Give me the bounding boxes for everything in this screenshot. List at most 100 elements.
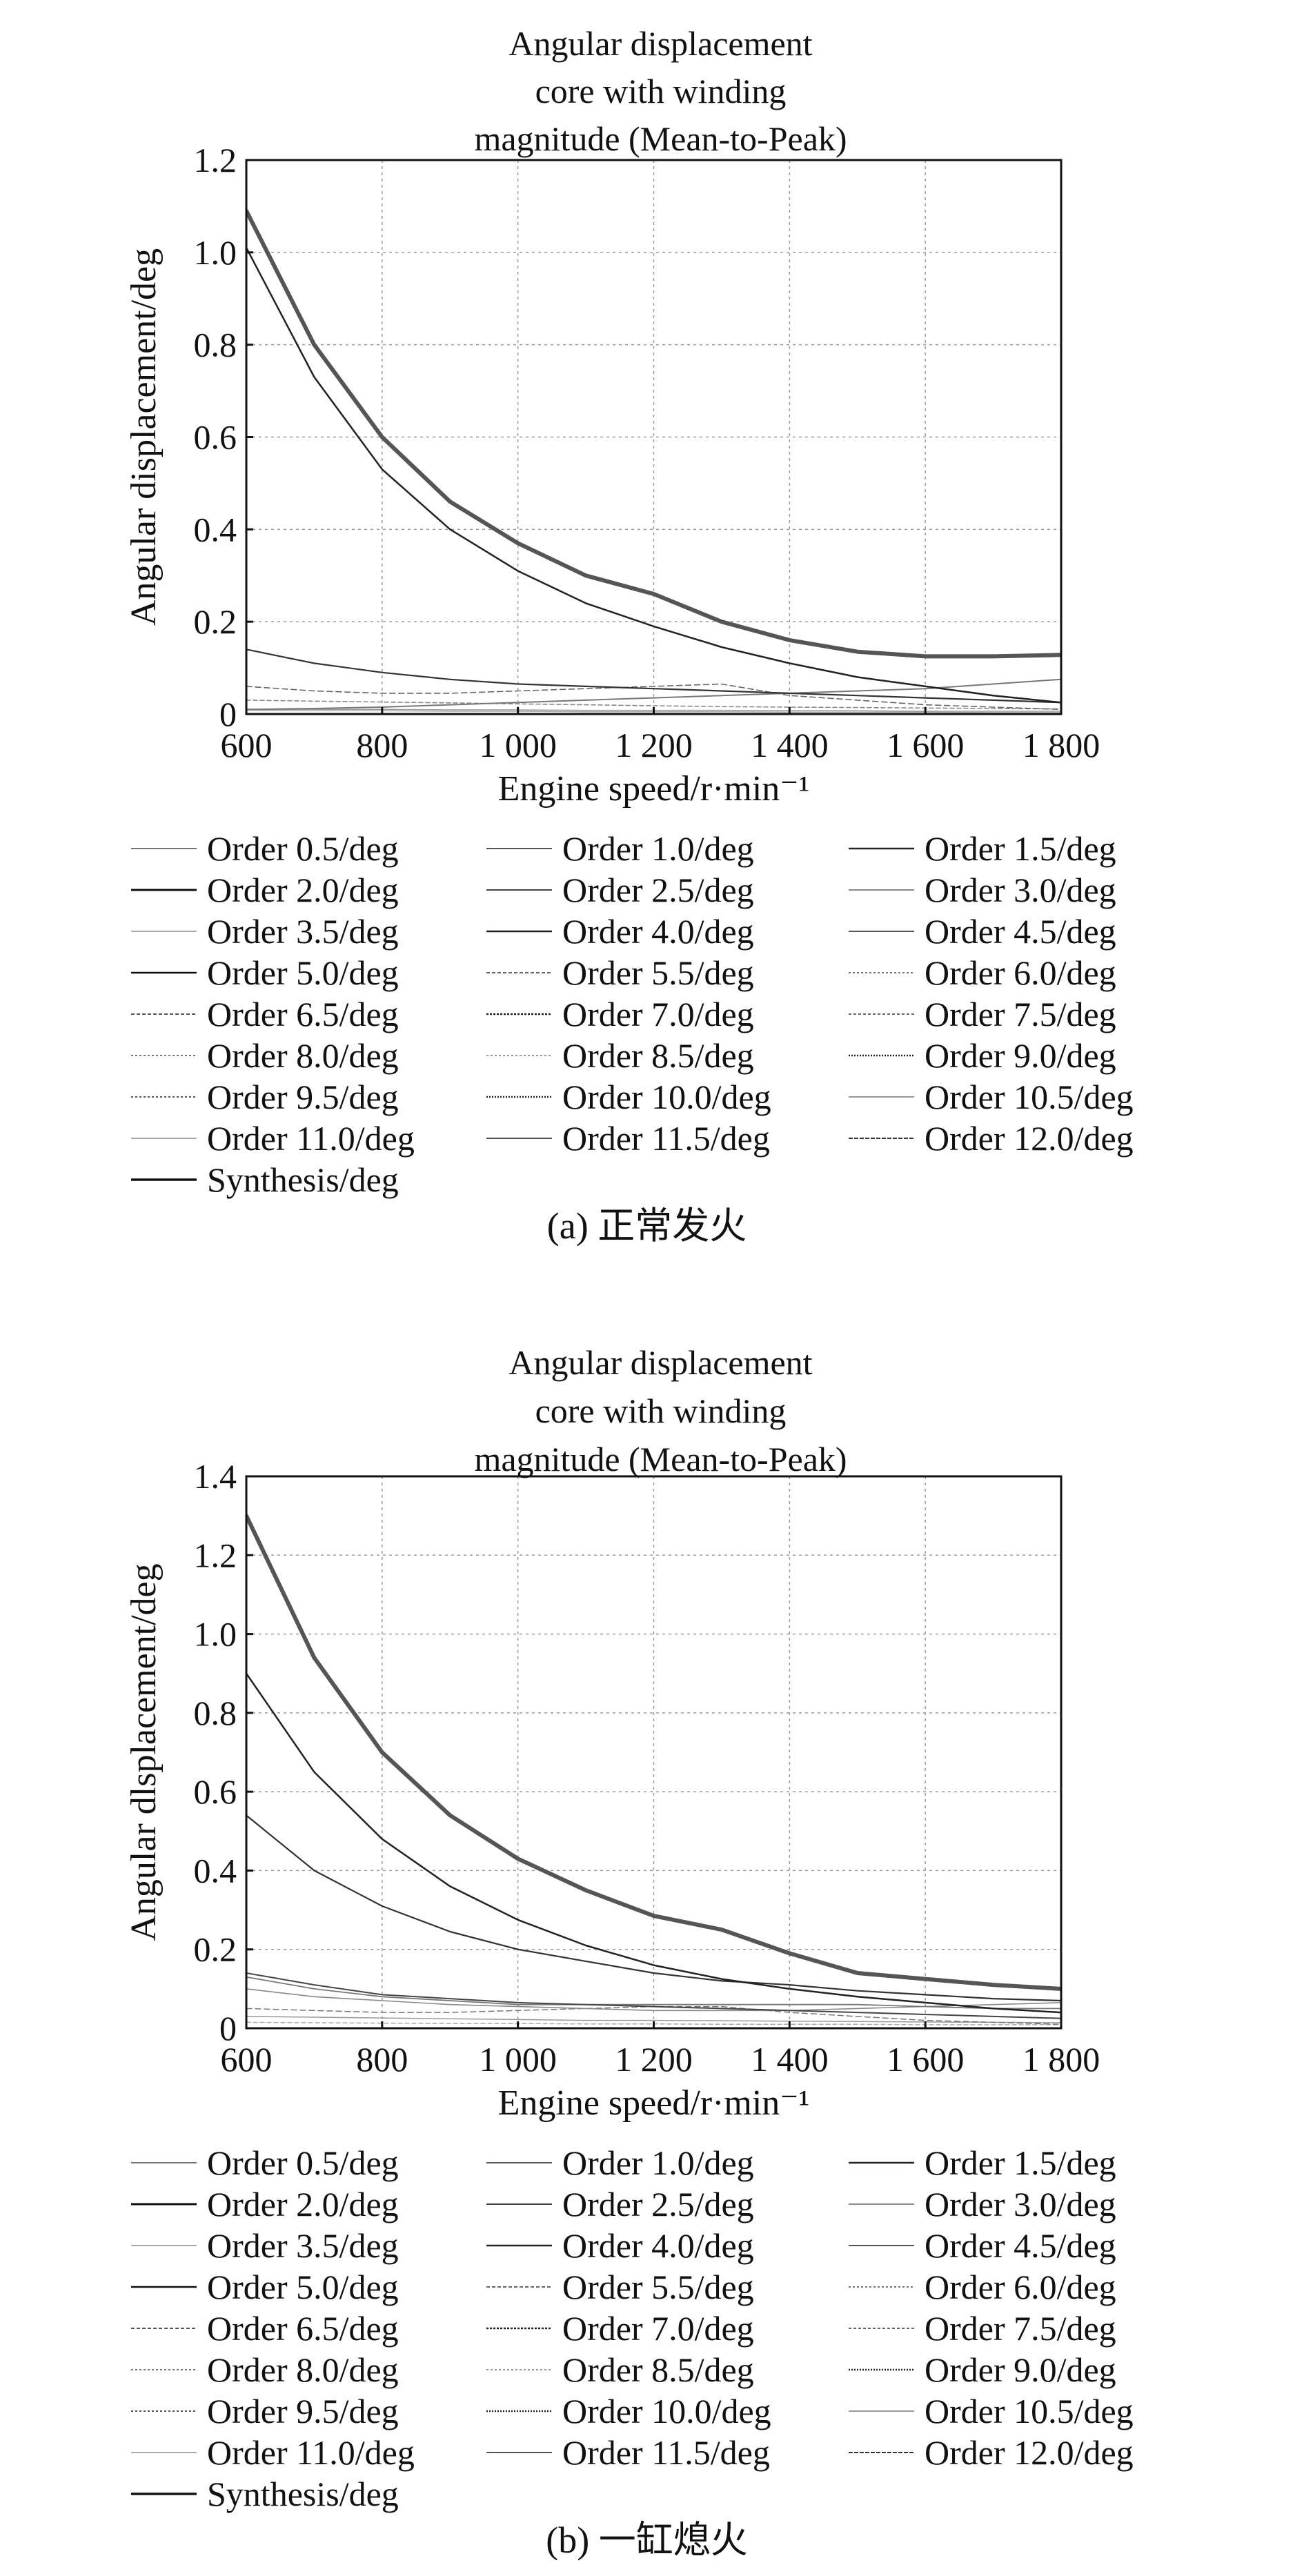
series-group — [246, 1514, 1061, 2025]
legend-entry-label: Order 5.0/deg — [207, 2268, 399, 2306]
x-tick-label: 1 400 — [751, 2040, 829, 2079]
x-tick-label: 600 — [221, 726, 273, 764]
legend-entry-label: Order 4.5/deg — [925, 2226, 1116, 2265]
legend-entry-label: Order 9.0/deg — [925, 1036, 1116, 1075]
x-tick-label: 800 — [356, 726, 408, 764]
series-line-synthesis — [246, 208, 1061, 659]
legend-entry-label: Order 10.0/deg — [562, 2392, 771, 2430]
legend-entry-label: Order 6.5/deg — [207, 995, 399, 1033]
x-tick-label: 800 — [356, 2040, 408, 2079]
y-tick-label: 1.0 — [194, 233, 237, 272]
x-tick-label: 1 000 — [479, 726, 557, 764]
legend-entry-label: Order 7.5/deg — [925, 2309, 1116, 2348]
chart-title-line: magnitude (Mean-to-Peak) — [474, 1440, 847, 1478]
series-line-order-2-0 — [246, 246, 1061, 704]
legend-entry-label: Order 9.5/deg — [207, 2392, 399, 2430]
x-tick-label: 600 — [221, 2040, 273, 2079]
legend-entry-label: Order 1.5/deg — [925, 2143, 1116, 2182]
legend-entry-label: Order 12.0/deg — [925, 1119, 1134, 1158]
legend-entry-label: Order 5.5/deg — [562, 2268, 754, 2306]
legend-entry-label: Synthesis/deg — [207, 1160, 399, 1199]
legend-entry-label: Order 6.0/deg — [925, 953, 1116, 992]
legend-entry-label: Order 8.5/deg — [562, 2350, 754, 2389]
legend-entry-label: Order 7.5/deg — [925, 995, 1116, 1033]
series-line-order-4-0 — [246, 648, 1061, 704]
legend-entry-label: Order 12.0/deg — [925, 2433, 1134, 2472]
x-tick-label: 1 400 — [751, 726, 829, 764]
x-axis-label: Engine speed/r·min⁻¹ — [498, 2083, 810, 2123]
legend-entry-label: Order 6.0/deg — [925, 2268, 1116, 2306]
y-tick-label: 0.6 — [194, 418, 237, 457]
legend-entry-label: Order 2.5/deg — [562, 871, 754, 909]
x-tick-label: 1 200 — [615, 2040, 693, 2079]
y-axis-label: Angular displacement/deg — [124, 248, 164, 626]
x-tick-label: 1 600 — [887, 2040, 965, 2079]
legend-entry-label: Order 4.0/deg — [562, 2226, 754, 2265]
legend-entry-label: Order 7.0/deg — [562, 2309, 754, 2348]
legend-entry-label: Order 10.0/deg — [562, 1078, 771, 1116]
legend-entry-label: Order 5.0/deg — [207, 953, 399, 992]
legend-entry-label: Order 0.5/deg — [207, 829, 399, 868]
series-line-order-6-0 — [246, 683, 1061, 711]
series-line-synthesis — [246, 1514, 1061, 1991]
y-tick-label: 0.8 — [194, 326, 237, 364]
y-tick-label: 1.4 — [194, 1457, 237, 1496]
y-tick-label: 1.2 — [194, 1536, 237, 1574]
legend-entry-label: Order 6.5/deg — [207, 2309, 399, 2348]
legend-entry-label: Order 4.0/deg — [562, 912, 754, 951]
y-tick-label: 0.4 — [194, 510, 237, 548]
figure-caption: (b) 一缸熄火 — [546, 2519, 747, 2561]
figure-caption: (a) 正常发火 — [547, 1205, 747, 1247]
chart-title-line: Angular displacement — [508, 24, 812, 63]
y-tick-label: 0.6 — [194, 1772, 237, 1811]
legend-entry-label: Order 0.5/deg — [207, 2143, 399, 2182]
legend-entry-label: Order 3.5/deg — [207, 912, 399, 951]
chart-panel-0: Angular displacement core with winding mag… — [124, 24, 1134, 1247]
y-tick-label: 1.0 — [194, 1615, 237, 1654]
series-line-order-1-0 — [246, 1814, 1061, 2002]
legend-entry-label: Order 9.5/deg — [207, 1078, 399, 1116]
legend-entry-label: Synthesis/deg — [207, 2475, 399, 2513]
legend-entry-label: Order 4.5/deg — [925, 912, 1116, 951]
chart-panel-1: Angular displacement core with winding mag… — [124, 1343, 1134, 2561]
legend-entry-label: Order 5.5/deg — [562, 953, 754, 992]
x-tick-label: 1 200 — [615, 726, 693, 764]
legend-entry-label: Order 11.5/deg — [562, 2433, 770, 2472]
chart-title-line: Angular displacement — [508, 1343, 812, 1382]
x-axis-label: Engine speed/r·min⁻¹ — [498, 769, 810, 809]
legend-entry-label: Order 7.0/deg — [562, 995, 754, 1033]
y-tick-label: 0.2 — [194, 1930, 237, 1969]
legend-entry-label: Order 8.0/deg — [207, 1036, 399, 1075]
y-tick-label: 0.4 — [194, 1851, 237, 1890]
series-line-order-0-5 — [246, 1976, 1061, 2010]
legend-entry-label: Order 11.0/deg — [207, 2433, 415, 2472]
y-tick-label: 0 — [219, 695, 237, 733]
legend-entry-label: Order 2.5/deg — [562, 2185, 754, 2223]
legend-entry-label: Order 1.0/deg — [562, 2143, 754, 2182]
y-tick-label: 0.2 — [194, 602, 237, 641]
legend-entry-label: Order 3.5/deg — [207, 2226, 399, 2265]
legend-entry-label: Order 10.5/deg — [925, 1078, 1134, 1116]
x-tick-label: 1 800 — [1023, 2040, 1100, 2079]
x-tick-label: 1 600 — [887, 726, 965, 764]
legend-entry-label: Order 10.5/deg — [925, 2392, 1134, 2430]
x-tick-label: 1 800 — [1023, 726, 1100, 764]
y-tick-label: 0 — [219, 2009, 237, 2048]
legend-entry-label: Order 8.0/deg — [207, 2350, 399, 2389]
series-line-order-4-0 — [246, 1972, 1061, 2019]
legend-entry-label: Order 3.0/deg — [925, 871, 1116, 909]
y-tick-label: 1.2 — [194, 141, 237, 179]
legend-entry-label: Order 1.5/deg — [925, 829, 1116, 868]
legend-entry-label: Order 1.0/deg — [562, 829, 754, 868]
chart-title-line: core with winding — [535, 72, 787, 110]
legend-entry-label: Order 11.0/deg — [207, 1119, 415, 1158]
legend-entry-label: Order 2.0/deg — [207, 2185, 399, 2223]
legend-entry-label: Order 9.0/deg — [925, 2350, 1116, 2389]
legend-entry-label: Order 8.5/deg — [562, 1036, 754, 1075]
x-tick-label: 1 000 — [479, 2040, 557, 2079]
legend-entry-label: Order 3.0/deg — [925, 2185, 1116, 2223]
legend-entry-label: Order 11.5/deg — [562, 1119, 770, 1158]
series-line-order-2-0 — [246, 1672, 1061, 2014]
chart-title-line: core with winding — [535, 1391, 787, 1430]
